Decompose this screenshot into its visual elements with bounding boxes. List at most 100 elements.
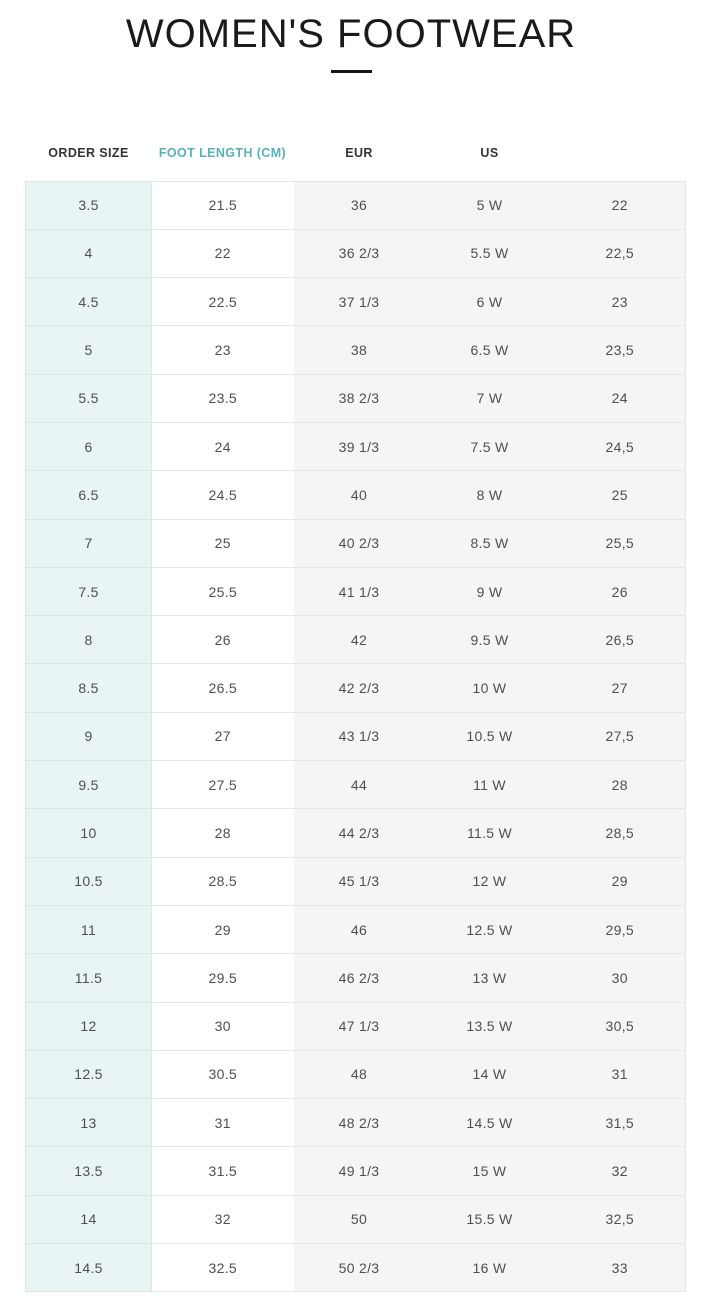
cell-eur: 44 [293, 760, 425, 810]
cell-eur: 37 1/3 [293, 277, 425, 327]
cell-eur: 47 1/3 [293, 1002, 425, 1051]
table-row: 8.5 26.5 42 2/3 10 W 27 [25, 663, 686, 713]
cell-eur: 42 [293, 615, 425, 665]
cell-order-size: 9 [25, 712, 152, 762]
cell-unlabeled: 26 [554, 567, 686, 617]
cell-us: 6.5 W [424, 325, 555, 375]
cell-eur: 43 1/3 [293, 712, 425, 762]
cell-eur: 38 2/3 [293, 374, 425, 423]
cell-us: 8 W [424, 470, 555, 520]
cell-us: 11 W [424, 760, 555, 810]
cell-us: 7 W [424, 374, 555, 423]
cell-unlabeled: 32 [554, 1146, 686, 1196]
cell-eur: 44 2/3 [293, 808, 425, 858]
table-row: 14 32 50 15.5 W 32,5 [25, 1195, 686, 1245]
cell-unlabeled: 25,5 [554, 519, 686, 568]
cell-foot-length-cm: 31 [151, 1098, 294, 1148]
cell-foot-length-cm: 22 [151, 229, 294, 279]
table-row: 4.5 22.5 37 1/3 6 W 23 [25, 277, 686, 327]
cell-order-size: 12.5 [25, 1050, 152, 1100]
cell-unlabeled: 22,5 [554, 229, 686, 279]
cell-eur: 36 [293, 180, 425, 230]
cell-order-size: 13 [25, 1098, 152, 1148]
cell-us: 9.5 W [424, 615, 555, 665]
cell-unlabeled: 26,5 [554, 615, 686, 665]
cell-us: 14 W [424, 1050, 555, 1100]
table-row: 12.5 30.5 48 14 W 31 [25, 1050, 686, 1100]
cell-eur: 48 2/3 [293, 1098, 425, 1148]
cell-foot-length-cm: 30.5 [151, 1050, 294, 1100]
column-header-foot-length-cm: FOOT LENGTH (CM) [151, 141, 294, 181]
cell-order-size: 8 [25, 615, 152, 665]
cell-foot-length-cm: 23.5 [151, 374, 294, 423]
cell-eur: 46 [293, 905, 425, 955]
table-row: 5 23 38 6.5 W 23,5 [25, 325, 686, 375]
cell-us: 12.5 W [424, 905, 555, 955]
cell-us: 9 W [424, 567, 555, 617]
cell-eur: 40 2/3 [293, 519, 425, 568]
cell-us: 15 W [424, 1146, 555, 1196]
table-row: 4 22 36 2/3 5.5 W 22,5 [25, 229, 686, 279]
cell-foot-length-cm: 21.5 [151, 180, 294, 230]
cell-eur: 50 2/3 [293, 1243, 425, 1293]
cell-us: 5 W [424, 180, 555, 230]
cell-us: 13 W [424, 953, 555, 1003]
cell-us: 14.5 W [424, 1098, 555, 1148]
cell-us: 12 W [424, 857, 555, 906]
cell-foot-length-cm: 22.5 [151, 277, 294, 327]
cell-foot-length-cm: 27 [151, 712, 294, 762]
cell-order-size: 3.5 [25, 180, 152, 230]
cell-foot-length-cm: 28.5 [151, 857, 294, 906]
cell-us: 13.5 W [424, 1002, 555, 1051]
cell-us: 16 W [424, 1243, 555, 1293]
cell-order-size: 11.5 [25, 953, 152, 1003]
cell-foot-length-cm: 24 [151, 422, 294, 472]
cell-foot-length-cm: 27.5 [151, 760, 294, 810]
cell-us: 5.5 W [424, 229, 555, 279]
table-row: 9.5 27.5 44 11 W 28 [25, 760, 686, 810]
cell-order-size: 13.5 [25, 1146, 152, 1196]
cell-foot-length-cm: 32.5 [151, 1243, 294, 1293]
cell-foot-length-cm: 29 [151, 905, 294, 955]
column-header-eur: EUR [293, 141, 425, 181]
table-row: 7.5 25.5 41 1/3 9 W 26 [25, 567, 686, 617]
cell-foot-length-cm: 26 [151, 615, 294, 665]
cell-order-size: 6.5 [25, 470, 152, 520]
cell-order-size: 9.5 [25, 760, 152, 810]
cell-eur: 45 1/3 [293, 857, 425, 906]
table-row: 9 27 43 1/3 10.5 W 27,5 [25, 712, 686, 762]
cell-unlabeled: 29,5 [554, 905, 686, 955]
cell-unlabeled: 28,5 [554, 808, 686, 858]
table-row: 5.5 23.5 38 2/3 7 W 24 [25, 374, 686, 423]
table-row: 11.5 29.5 46 2/3 13 W 30 [25, 953, 686, 1003]
table-row: 13.5 31.5 49 1/3 15 W 32 [25, 1146, 686, 1196]
cell-unlabeled: 30,5 [554, 1002, 686, 1051]
cell-eur: 50 [293, 1195, 425, 1245]
cell-eur: 41 1/3 [293, 567, 425, 617]
cell-foot-length-cm: 25 [151, 519, 294, 568]
cell-unlabeled: 30 [554, 953, 686, 1003]
cell-order-size: 10.5 [25, 857, 152, 906]
cell-unlabeled: 31 [554, 1050, 686, 1100]
cell-order-size: 8.5 [25, 663, 152, 713]
cell-foot-length-cm: 30 [151, 1002, 294, 1051]
table-row: 6 24 39 1/3 7.5 W 24,5 [25, 422, 686, 472]
column-header-order-size: ORDER SIZE [25, 141, 152, 181]
cell-us: 6 W [424, 277, 555, 327]
table-row: 11 29 46 12.5 W 29,5 [25, 905, 686, 955]
cell-foot-length-cm: 31.5 [151, 1146, 294, 1196]
cell-us: 7.5 W [424, 422, 555, 472]
cell-eur: 38 [293, 325, 425, 375]
cell-unlabeled: 28 [554, 760, 686, 810]
title-underline-divider [330, 70, 372, 73]
cell-unlabeled: 27 [554, 663, 686, 713]
cell-unlabeled: 32,5 [554, 1195, 686, 1245]
cell-order-size: 14 [25, 1195, 152, 1245]
table-row: 13 31 48 2/3 14.5 W 31,5 [25, 1098, 686, 1148]
cell-foot-length-cm: 29.5 [151, 953, 294, 1003]
cell-eur: 49 1/3 [293, 1146, 425, 1196]
column-header-unlabeled [554, 141, 686, 181]
cell-eur: 48 [293, 1050, 425, 1100]
table-row: 12 30 47 1/3 13.5 W 30,5 [25, 1002, 686, 1051]
cell-unlabeled: 31,5 [554, 1098, 686, 1148]
